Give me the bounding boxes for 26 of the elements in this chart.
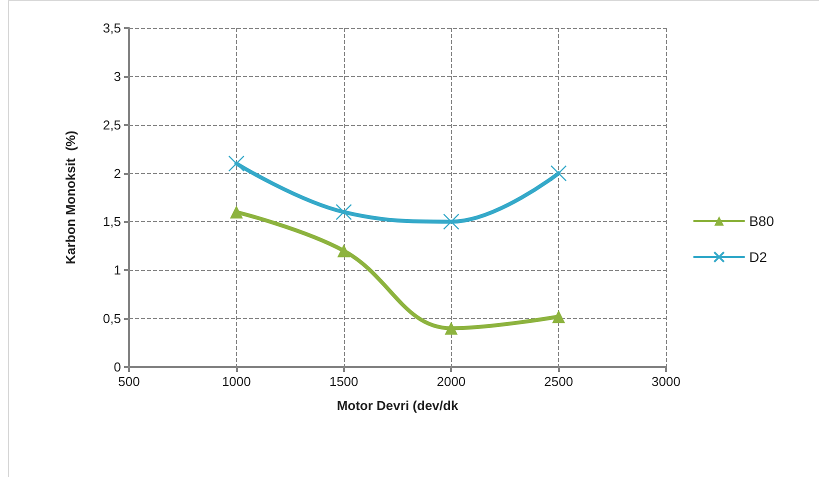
x-tick-label: 1000 (222, 374, 251, 389)
point (552, 310, 566, 324)
x-tick-label: 1500 (329, 374, 358, 389)
x-axis-title: Motor Devri (dev/dk (336, 398, 459, 413)
y-tick-label: 0 (114, 360, 121, 374)
y-tick-label: 1,5 (102, 214, 121, 230)
point (550, 165, 567, 182)
y-tick-label: 3 (114, 68, 121, 84)
x-tick-label: 3000 (652, 374, 680, 389)
y-axis-title: Karbon Monoksit (%) (63, 130, 78, 264)
point (230, 206, 243, 219)
y-tick-label: 2 (114, 166, 121, 181)
point (336, 204, 352, 220)
x-tick-label: 2000 (436, 374, 466, 389)
point (444, 322, 458, 335)
point (337, 244, 350, 258)
x-tick-label: 2500 (544, 374, 574, 389)
y-tick-label: 2,5 (102, 117, 121, 132)
y-tick-label: 3,5 (102, 20, 121, 36)
legend-label: D2 (749, 249, 768, 265)
x-tick-label: 500 (118, 374, 140, 389)
point (443, 214, 460, 230)
legend-label: B80 (749, 213, 774, 229)
y-tick-label: 0,5 (102, 311, 121, 326)
y-tick-label: 1 (114, 262, 121, 278)
point (228, 156, 244, 172)
